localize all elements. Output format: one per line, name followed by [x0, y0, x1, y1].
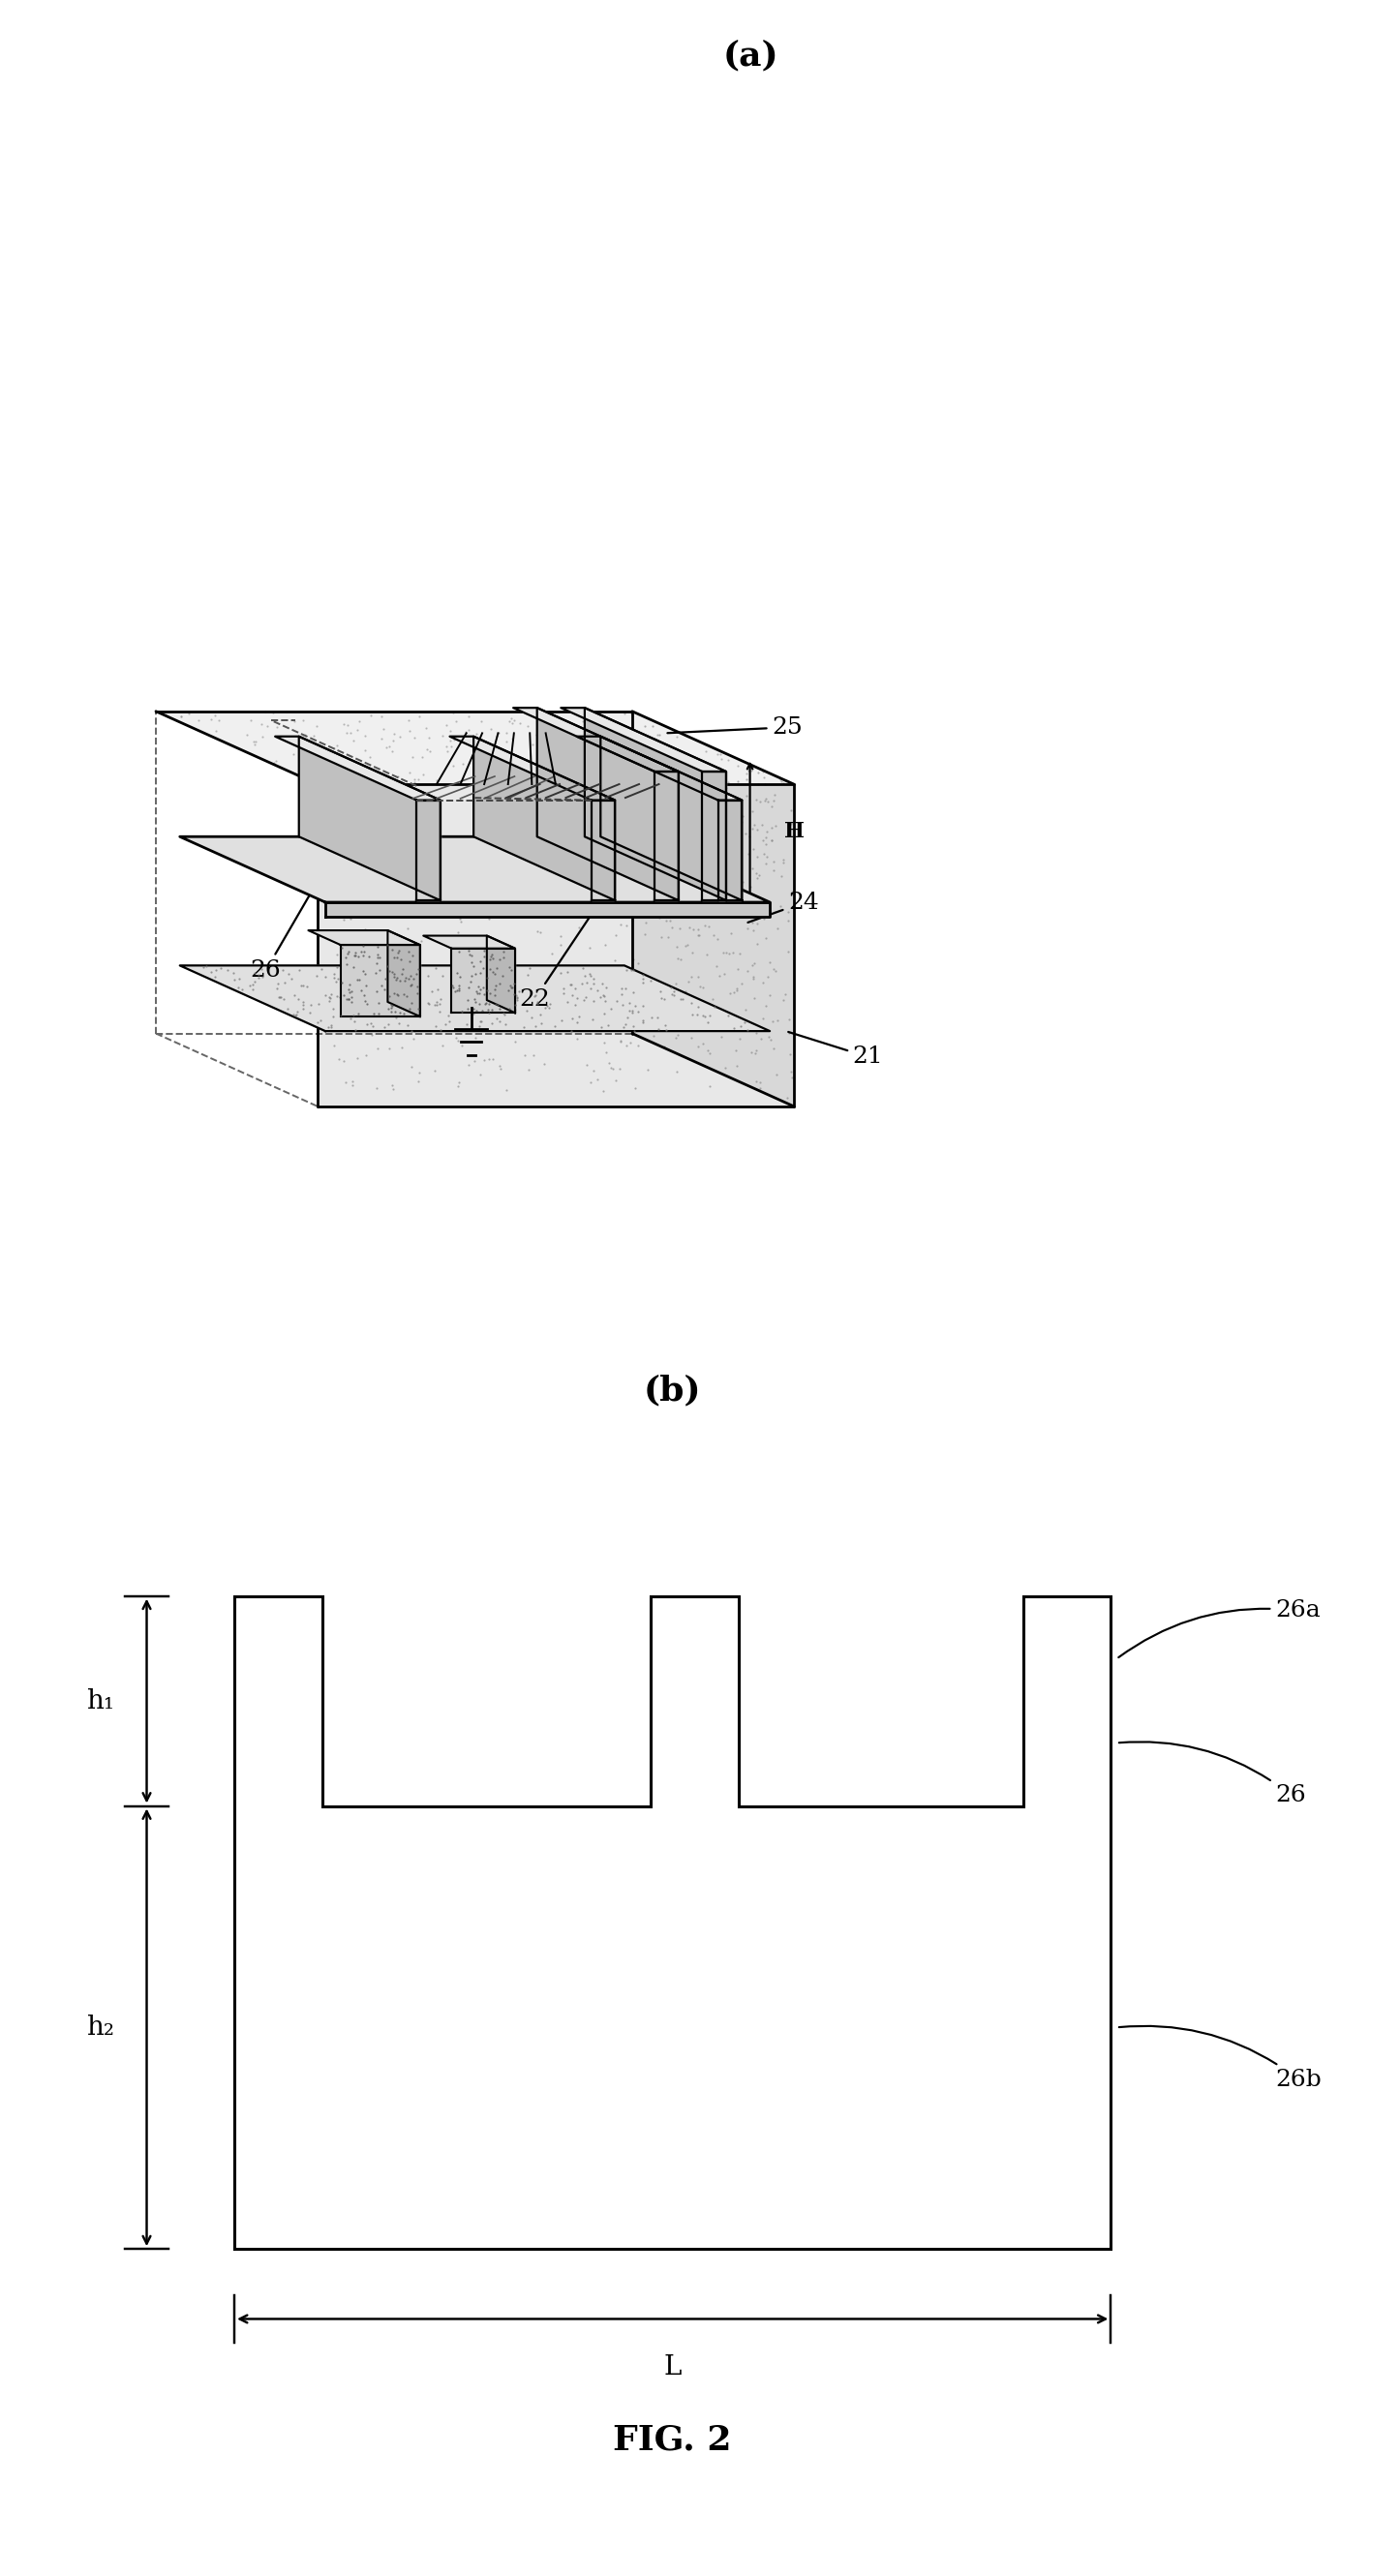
Polygon shape: [308, 930, 420, 945]
Polygon shape: [473, 737, 615, 902]
Text: 26: 26: [1119, 1741, 1306, 1806]
Polygon shape: [655, 773, 679, 902]
Text: h₁: h₁: [85, 1687, 113, 1713]
Polygon shape: [514, 708, 679, 773]
Polygon shape: [417, 801, 441, 902]
Polygon shape: [591, 801, 615, 902]
Polygon shape: [274, 737, 441, 801]
Text: h₂: h₂: [85, 2014, 113, 2040]
Text: FIG. 2: FIG. 2: [613, 2424, 732, 2458]
Polygon shape: [179, 966, 770, 1030]
Polygon shape: [318, 783, 794, 1105]
Text: 25: 25: [668, 716, 802, 739]
Polygon shape: [325, 902, 770, 917]
Text: 24: 24: [748, 891, 819, 922]
Polygon shape: [340, 945, 420, 1018]
Text: 22: 22: [519, 917, 589, 1010]
Text: (b): (b): [644, 1376, 701, 1406]
Polygon shape: [561, 708, 727, 773]
Polygon shape: [452, 948, 515, 1012]
Polygon shape: [538, 708, 679, 902]
Polygon shape: [601, 737, 742, 902]
Text: H: H: [784, 822, 805, 842]
Polygon shape: [155, 711, 794, 783]
Polygon shape: [179, 837, 770, 902]
Text: 26: 26: [251, 876, 322, 981]
Polygon shape: [577, 737, 742, 801]
Polygon shape: [633, 711, 794, 1105]
Polygon shape: [487, 935, 515, 1012]
Polygon shape: [423, 935, 515, 948]
Polygon shape: [300, 737, 441, 902]
Polygon shape: [703, 773, 727, 902]
Text: (a): (a): [722, 39, 778, 72]
Polygon shape: [718, 801, 742, 902]
Text: 21: 21: [788, 1033, 883, 1069]
Text: 26a: 26a: [1119, 1600, 1320, 1656]
Text: L: L: [664, 2354, 682, 2380]
Polygon shape: [449, 737, 615, 801]
Text: 26b: 26b: [1119, 2025, 1322, 2092]
Polygon shape: [585, 708, 727, 902]
Polygon shape: [388, 930, 420, 1018]
